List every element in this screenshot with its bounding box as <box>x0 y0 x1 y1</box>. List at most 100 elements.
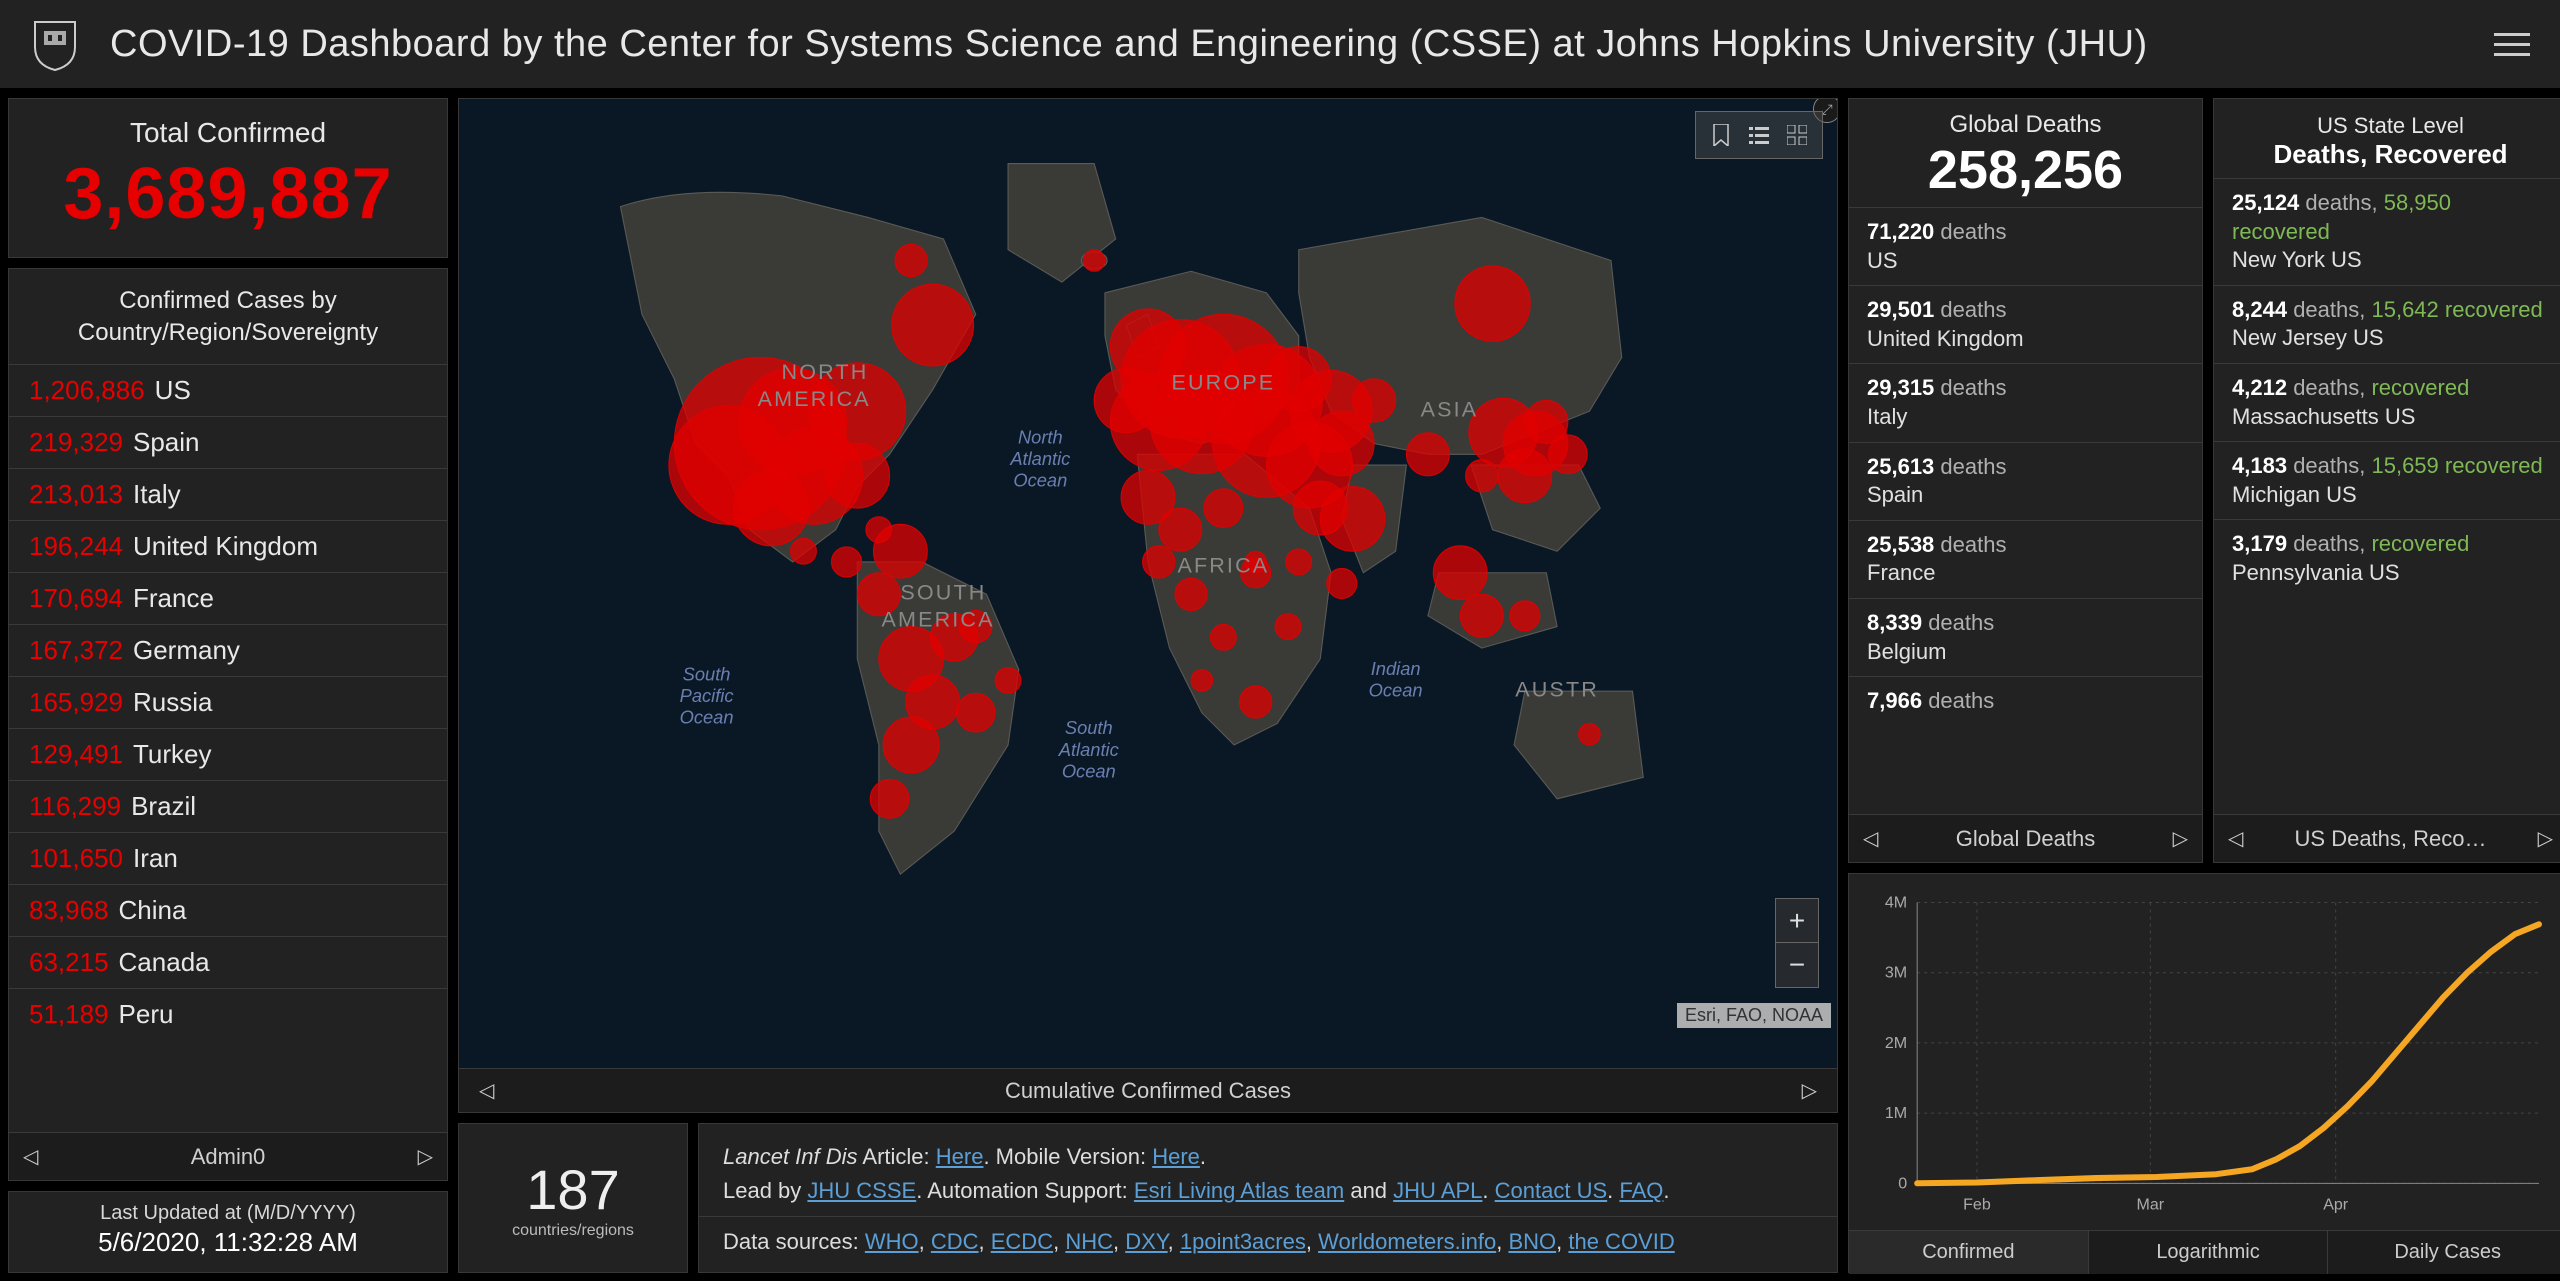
link-dxy[interactable]: DXY <box>1125 1229 1167 1254</box>
link-esri[interactable]: Esri Living Atlas team <box>1134 1178 1344 1203</box>
us-state-row[interactable]: 3,179 deaths, recoveredPennsylvania US <box>2214 519 2560 597</box>
link-cdc[interactable]: CDC <box>931 1229 979 1254</box>
header-title: COVID-19 Dashboard by the Center for Sys… <box>110 23 2494 66</box>
case-name: Brazil <box>131 791 196 822</box>
chart-tab-daily-cases[interactable]: Daily Cases <box>2328 1231 2560 1274</box>
us-states-nav-label[interactable]: US Deaths, Reco… <box>2243 826 2537 852</box>
case-count: 196,244 <box>29 531 123 562</box>
country-row[interactable]: 1,206,886US <box>9 364 447 416</box>
us-states-nav: ◁ US Deaths, Reco… ▷ <box>2214 814 2560 862</box>
deaths-row[interactable]: 8,339 deathsBelgium <box>1849 598 2202 676</box>
svg-text:Pacific: Pacific <box>680 685 734 706</box>
link-article[interactable]: Here <box>936 1144 984 1169</box>
countries-panel: 187 countries/regions <box>458 1123 688 1273</box>
deaths-row[interactable]: 29,315 deathsItaly <box>1849 363 2202 441</box>
country-row[interactable]: 165,929Russia <box>9 676 447 728</box>
case-name: China <box>119 895 187 926</box>
confirmed-country-list[interactable]: 1,206,886US219,329Spain 213,013 Italy 196,2… <box>9 364 447 1132</box>
map-nav: ◁ Cumulative Confirmed Cases ▷ <box>459 1068 1837 1112</box>
prev-arrow-icon[interactable]: ◁ <box>479 1078 494 1103</box>
case-name: Germany <box>133 635 240 666</box>
link-bno[interactable]: BNO <box>1508 1229 1556 1254</box>
country-row[interactable]: 196,244United Kingdom <box>9 520 447 572</box>
case-name: Peru <box>119 999 174 1030</box>
svg-text:Ocean: Ocean <box>1062 760 1116 781</box>
zoom-out-button[interactable]: − <box>1776 943 1818 987</box>
map-nav-label[interactable]: Cumulative Confirmed Cases <box>494 1078 1801 1104</box>
case-name: Iran <box>133 843 178 874</box>
menu-button[interactable] <box>2494 26 2530 63</box>
prev-arrow-icon[interactable]: ◁ <box>1863 826 1878 851</box>
global-deaths-list[interactable]: 71,220 deathsUS29,501 deathsUnited Kingd… <box>1849 207 2202 814</box>
svg-text:AUSTR: AUSTR <box>1515 678 1599 702</box>
country-row[interactable]: 213,013 Italy <box>9 468 447 520</box>
prev-arrow-icon[interactable]: ◁ <box>23 1144 38 1169</box>
deaths-row[interactable]: 25,613 deathsSpain <box>1849 442 2202 520</box>
link-contact[interactable]: Contact US <box>1495 1178 1608 1203</box>
legend-icon[interactable] <box>1742 118 1776 152</box>
link-worldo[interactable]: Worldometers.info <box>1318 1229 1496 1254</box>
link-mobile[interactable]: Here <box>1152 1144 1200 1169</box>
global-deaths-label: Global Deaths <box>1849 111 2202 139</box>
country-row[interactable]: 83,968 China <box>9 884 447 936</box>
zoom-in-button[interactable]: + <box>1776 899 1818 943</box>
next-arrow-icon[interactable]: ▷ <box>2173 826 2188 851</box>
total-confirmed-label: Total Confirmed <box>9 117 447 149</box>
svg-text:Indian: Indian <box>1371 658 1421 679</box>
country-row[interactable]: 219,329Spain <box>9 416 447 468</box>
deaths-row[interactable]: 71,220 deathsUS <box>1849 207 2202 285</box>
link-ecdc[interactable]: ECDC <box>991 1229 1053 1254</box>
case-name: France <box>133 583 214 614</box>
link-covid[interactable]: the COVID <box>1568 1229 1674 1254</box>
link-jhu-csse[interactable]: JHU CSSE <box>807 1178 916 1203</box>
info-panel: Lancet Inf Dis Article: Here. Mobile Ver… <box>698 1123 1838 1273</box>
svg-text:Ocean: Ocean <box>1013 470 1067 491</box>
svg-text:AFRICA: AFRICA <box>1177 554 1269 578</box>
country-list-nav: ◁ Admin0 ▷ <box>9 1132 447 1180</box>
link-nhc[interactable]: NHC <box>1065 1229 1113 1254</box>
case-count: 219,329 <box>29 427 123 458</box>
deaths-row[interactable]: 7,966 deaths <box>1849 676 2202 726</box>
chart-tab-confirmed[interactable]: Confirmed <box>1849 1231 2089 1274</box>
next-arrow-icon[interactable]: ▷ <box>1802 1078 1817 1103</box>
prev-arrow-icon[interactable]: ◁ <box>2228 826 2243 851</box>
link-who[interactable]: WHO <box>865 1229 919 1254</box>
deaths-row[interactable]: 25,538 deathsFrance <box>1849 520 2202 598</box>
country-row[interactable]: 116,299 Brazil <box>9 780 447 832</box>
confirmed-chart[interactable]: 01M2M3M4MFebMarApr <box>1857 890 2559 1226</box>
case-name: US <box>155 375 191 406</box>
case-name: Italy <box>133 479 181 510</box>
global-deaths-nav-label[interactable]: Global Deaths <box>1878 826 2172 852</box>
us-states-list[interactable]: 25,124 deaths, 58,950 recoveredNew York … <box>2214 178 2560 814</box>
country-list-nav-label[interactable]: Admin0 <box>38 1144 417 1170</box>
jhu-logo <box>30 17 80 72</box>
case-count: 116,299 <box>29 791 121 822</box>
us-state-row[interactable]: 4,183 deaths, 15,659 recoveredMichigan U… <box>2214 441 2560 519</box>
confirmed-by-country-header: Confirmed Cases by Country/Region/Sovere… <box>9 269 447 364</box>
case-count: 83,968 <box>29 895 109 926</box>
link-1p3a[interactable]: 1point3acres <box>1180 1229 1306 1254</box>
country-row[interactable]: 170,694 France <box>9 572 447 624</box>
deaths-row[interactable]: 29,501 deathsUnited Kingdom <box>1849 285 2202 363</box>
next-arrow-icon[interactable]: ▷ <box>2538 826 2553 851</box>
link-jhu-apl[interactable]: JHU APL <box>1393 1178 1482 1203</box>
us-states-label2: Deaths, Recovered <box>2214 139 2560 170</box>
countries-count: 187 <box>526 1157 619 1222</box>
country-row[interactable]: 101,650Iran <box>9 832 447 884</box>
bookmark-icon[interactable] <box>1704 118 1738 152</box>
basemap-icon[interactable] <box>1780 118 1814 152</box>
case-count: 213,013 <box>29 479 123 510</box>
next-arrow-icon[interactable]: ▷ <box>418 1144 433 1169</box>
country-row[interactable]: 63,215Canada <box>9 936 447 988</box>
country-row[interactable]: 51,189Peru <box>9 988 447 1040</box>
us-state-row[interactable]: 4,212 deaths, recoveredMassachusetts US <box>2214 363 2560 441</box>
us-state-row[interactable]: 25,124 deaths, 58,950 recoveredNew York … <box>2214 178 2560 285</box>
link-faq[interactable]: FAQ <box>1619 1178 1663 1203</box>
case-count: 170,694 <box>29 583 123 614</box>
chart-tab-logarithmic[interactable]: Logarithmic <box>2089 1231 2329 1274</box>
country-row[interactable]: 167,372Germany <box>9 624 447 676</box>
us-state-row[interactable]: 8,244 deaths, 15,642 recoveredNew Jersey… <box>2214 285 2560 363</box>
world-map[interactable]: NORTHAMERICAEUROPEASIAAFRICASOUTHAMERICA… <box>459 99 1837 1068</box>
country-row[interactable]: 129,491Turkey <box>9 728 447 780</box>
global-deaths-value: 258,256 <box>1849 139 2202 201</box>
